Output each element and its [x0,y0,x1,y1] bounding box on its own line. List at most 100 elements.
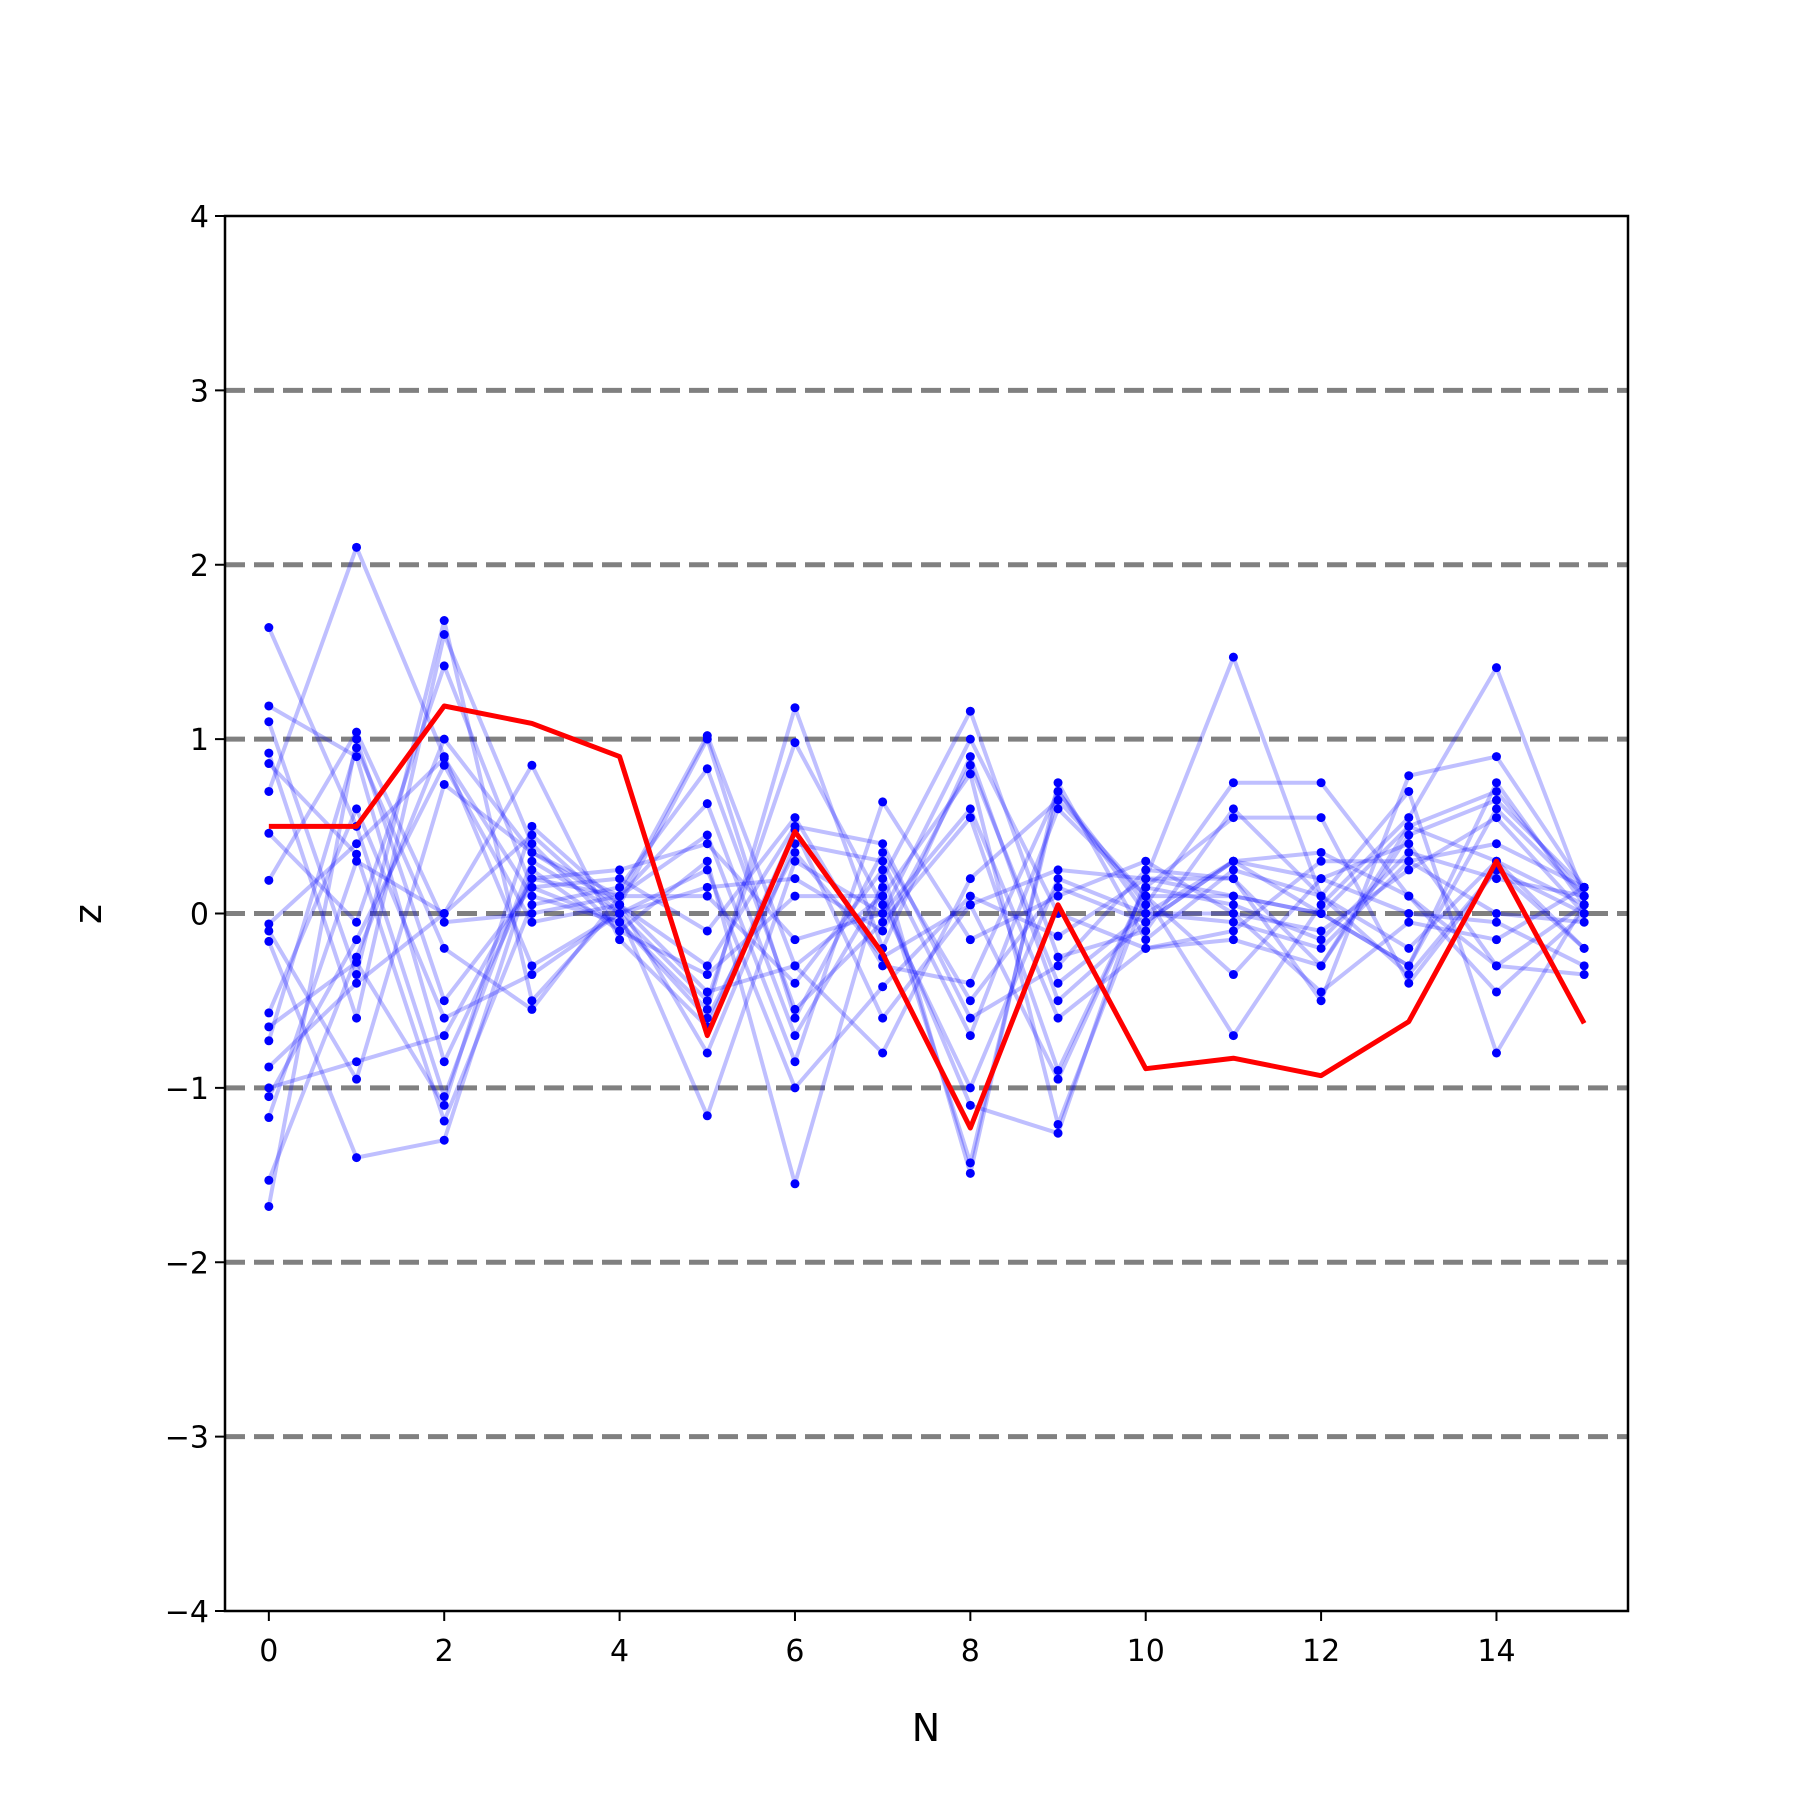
background-series-point [878,1048,888,1058]
background-series-point [439,1057,449,1067]
background-series-point [790,856,800,866]
background-series-point [965,900,975,910]
background-series-point [1404,891,1414,901]
background-series-point [1404,865,1414,875]
background-series-point [1579,943,1589,953]
background-series-point [264,759,274,769]
background-series-point [352,542,362,552]
y-tick-label: −1 [165,1072,209,1107]
y-tick-label: 0 [190,898,209,933]
background-series-point [439,630,449,639]
background-series-point [965,935,975,945]
background-series-point [1141,943,1151,953]
background-series-point [1053,874,1063,884]
background-series-line [267,705,1586,1012]
background-series-point [527,847,537,857]
background-series-point [702,1111,712,1121]
background-series-point [965,891,975,901]
background-series-point [878,839,888,849]
background-series-point [790,703,800,713]
background-series-point [1053,1065,1063,1075]
background-series-point [790,978,800,988]
background-series-point [1053,795,1063,805]
background-series-point [439,753,449,763]
background-series-point [1053,865,1063,875]
background-series-point [702,764,712,774]
background-series-point [352,970,362,980]
background-series-point [1316,987,1326,997]
background-series-point [1404,771,1414,781]
background-series-point [878,917,888,927]
background-series-point [1491,752,1501,762]
background-series-point [1404,978,1414,988]
background-series-point [1053,952,1063,962]
background-series-point [1053,978,1063,988]
background-series-point [615,909,625,918]
background-series-point [1228,778,1238,788]
background-series-point [702,996,712,1006]
background-series-point [1141,865,1151,875]
background-series-point [352,839,362,849]
background-series-point [439,779,449,789]
background-series-point [439,661,449,671]
background-series-point [439,943,449,953]
background-series-point [264,875,274,885]
background-series-point [790,874,800,884]
background-series-line [267,665,1587,1108]
background-series-point [527,891,537,901]
background-series-line [266,632,1586,1186]
background-series-point [702,1004,712,1014]
background-series-line [267,763,1586,1069]
background-series-point [352,935,362,945]
background-series-point [790,847,800,857]
background-series-point [264,936,274,946]
background-series-point [264,1201,274,1211]
background-series-point [1053,1119,1063,1129]
background-series-point [878,982,888,992]
background-series-point [1491,813,1501,823]
background-series-point [264,1175,274,1185]
x-tick-label: 8 [961,1634,980,1669]
background-series-point [1579,961,1589,971]
background-series-line [266,737,1585,1207]
background-series-point [1228,909,1238,918]
background-series-point [352,856,362,866]
background-series-point [615,926,625,936]
background-series-point [352,734,362,744]
background-series-point [1491,804,1501,814]
background-series-point [1404,839,1414,849]
background-series-point [1491,778,1501,788]
background-series-point [790,738,800,748]
background-series-point [527,970,537,980]
background-series-point [1053,882,1063,892]
background-series-point [1228,926,1238,936]
background-series-point [527,839,537,849]
background-series-point [965,1031,975,1041]
background-series-point [264,701,274,711]
background-series-point [1316,909,1326,918]
background-series-line [267,762,1586,1124]
background-series-point [1228,874,1238,884]
background-series-point [1491,874,1501,884]
background-series-point [439,1013,449,1023]
background-series-point [352,849,362,859]
background-series-point [264,1062,274,1072]
background-series-point [1404,821,1414,831]
background-series-point [965,996,975,1006]
y-tick-label: 1 [190,723,209,758]
background-series-point [878,847,888,857]
background-series-point [1228,813,1238,823]
background-series-point [702,987,712,997]
background-series-point [702,830,712,840]
background-series-point [1316,943,1326,953]
x-axis-label: N [912,1706,940,1750]
background-series-point [352,804,362,814]
background-series-point [790,891,800,901]
background-series-line [267,704,1586,1064]
highlight-series-line [268,703,1587,1131]
background-series-point [352,1057,362,1067]
background-series-point [1404,970,1414,980]
background-series-point [439,1116,449,1126]
background-series-point [527,865,537,875]
